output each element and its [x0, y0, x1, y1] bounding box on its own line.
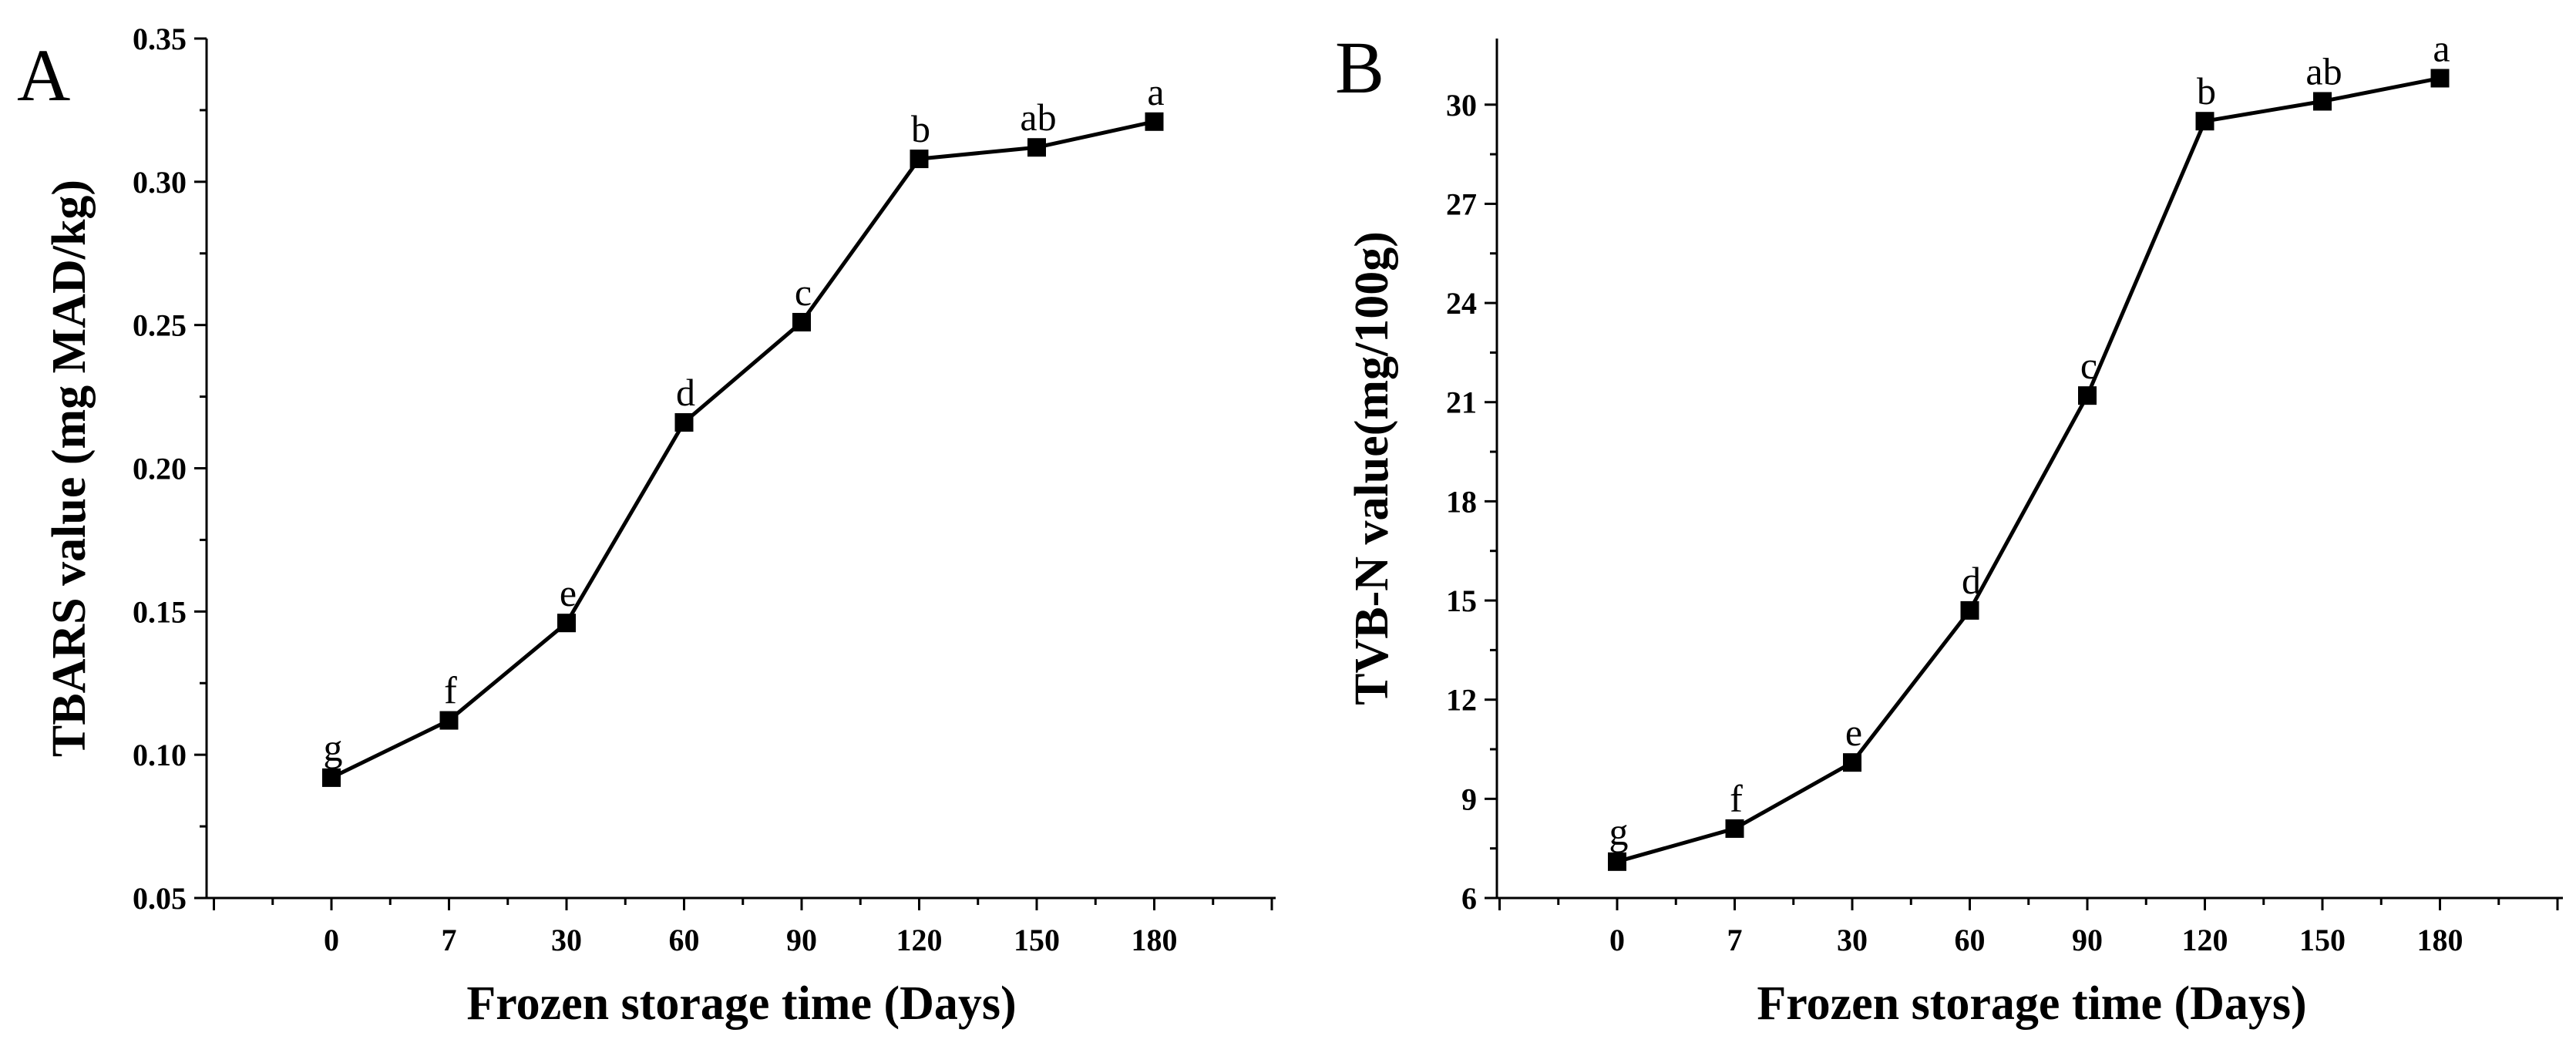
x-axis-title: Frozen storage time (Days)	[466, 977, 1016, 1030]
data-point-marker	[439, 711, 459, 730]
significance-label: g	[324, 726, 343, 769]
y-tick-label: 0.25	[133, 308, 187, 343]
y-tick-label: 0.05	[133, 881, 187, 916]
x-tick-label: 90	[786, 923, 817, 957]
data-point-marker	[322, 768, 341, 787]
series-line	[1616, 76, 2440, 864]
y-tick-label: 6	[1461, 881, 1477, 916]
data-point-marker	[792, 312, 811, 331]
panel-a: 0.05 0.10 0.15 0.20 0.25 0.30 0.35 0 7 30 60 90 120 1…	[17, 22, 1276, 1030]
y-tick-label: 0.10	[133, 738, 187, 772]
data-point-marker	[2195, 112, 2214, 131]
y-tick-label: 0.35	[133, 22, 187, 56]
panel-label: A	[17, 34, 70, 116]
significance-label: c	[2080, 344, 2097, 387]
x-tick-label: 60	[1955, 923, 1986, 957]
data-point-marker	[674, 413, 694, 432]
data-point-marker	[2078, 386, 2097, 405]
x-tick-label: 0	[324, 923, 339, 957]
y-tick-label: 24	[1446, 286, 1477, 321]
y-tick-label: 0.20	[133, 452, 187, 486]
panel-label: B	[1335, 26, 1384, 109]
data-point-marker	[1725, 819, 1744, 838]
x-tick-label: 150	[2299, 923, 2346, 957]
significance-label: c	[795, 271, 812, 314]
data-point-marker	[1843, 753, 1861, 772]
significance-label: f	[444, 669, 457, 712]
data-point-marker	[1960, 600, 1979, 620]
significance-label: b	[911, 107, 930, 150]
data-point-marker	[2430, 69, 2450, 88]
significance-label: d	[676, 371, 695, 414]
y-axis-title: TBARS value (mg MAD/kg)	[43, 180, 96, 757]
data-point-marker	[910, 150, 929, 169]
significance-label: e	[560, 571, 577, 614]
y-tick-label: 27	[1446, 187, 1477, 221]
y-tick-label: 9	[1461, 782, 1477, 816]
x-tick-label: 7	[1727, 923, 1743, 957]
significance-label: a	[2433, 26, 2450, 69]
y-tick-label: 21	[1446, 385, 1477, 420]
x-tick-label: 30	[1837, 923, 1868, 957]
data-point-marker	[1145, 112, 1164, 131]
x-axis-title: Frozen storage time (Days)	[1757, 977, 2306, 1030]
y-tick-label: 0.30	[133, 165, 187, 200]
significance-label: a	[1147, 70, 1164, 113]
significance-label: ab	[1020, 96, 1056, 139]
data-point-marker	[1027, 138, 1046, 157]
y-tick-label: 0.15	[133, 594, 187, 629]
y-axis-title: TVB-N value(mg/100g)	[1346, 231, 1398, 705]
x-tick-label: 30	[551, 923, 582, 957]
significance-label: f	[1730, 777, 1743, 820]
x-tick-label: 180	[2417, 923, 2463, 957]
data-point-marker	[2313, 92, 2332, 111]
x-tick-label: 120	[2182, 923, 2228, 957]
data-point-marker	[557, 614, 576, 633]
significance-label: g	[1609, 810, 1629, 853]
y-tick-label: 18	[1446, 484, 1477, 519]
x-tick-label: 120	[896, 923, 943, 957]
y-tick-label: 12	[1446, 683, 1477, 718]
x-tick-label: 0	[1609, 923, 1625, 957]
series-line	[330, 119, 1155, 780]
x-tick-label: 150	[1014, 923, 1060, 957]
x-tick-label: 90	[2072, 923, 2103, 957]
x-tick-label: 7	[442, 923, 457, 957]
significance-label: b	[2197, 69, 2216, 113]
x-tick-label: 60	[669, 923, 700, 957]
x-tick-label: 180	[1132, 923, 1178, 957]
significance-label: e	[1845, 711, 1862, 754]
y-tick-label: 15	[1446, 584, 1477, 618]
y-tick-label: 30	[1446, 88, 1477, 123]
significance-label: ab	[2305, 49, 2342, 92]
data-point-marker	[1608, 852, 1626, 871]
significance-label: d	[1962, 559, 1981, 602]
panel-b: 6 9 12 15 18 21 24 27 30 0 7 30 60 90 120 150 180 g f e d c b a…	[1335, 26, 2563, 1030]
